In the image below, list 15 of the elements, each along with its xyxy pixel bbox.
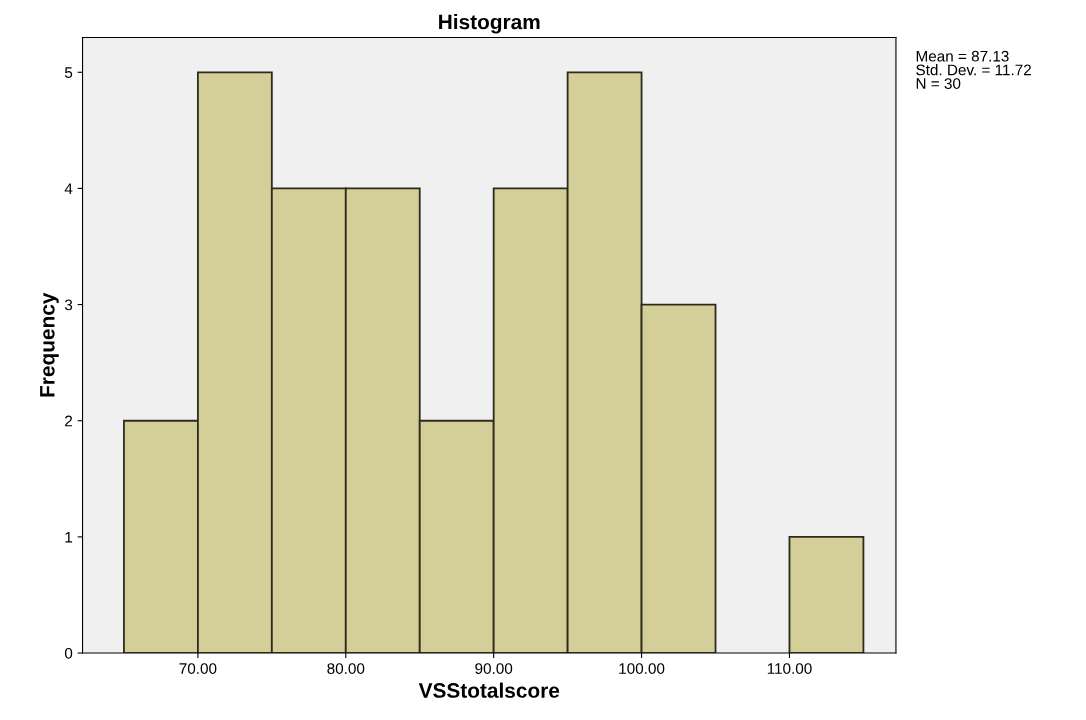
y-tick-label: 4 (64, 183, 73, 194)
x-tick-label: 110.00 (767, 663, 812, 674)
x-tick-label: 100.00 (619, 663, 665, 674)
y-tick-label: 5 (64, 67, 73, 78)
x-tick-label: 90.00 (475, 663, 513, 674)
y-tick-label: 0 (64, 647, 73, 659)
x-axis-title: VSStotalscore (418, 682, 560, 698)
chart-title: Histogram (439, 14, 540, 34)
y-tick-label: 1 (65, 531, 73, 543)
y-axis-title: Frequency (40, 292, 59, 397)
y-tick-label: 3 (64, 299, 73, 311)
x-tick-label: 70.00 (179, 663, 217, 674)
text: Mean = 87.13 Std. Dev. = 11.72 N = 30 (916, 50, 1031, 89)
x-tick-label: 80.00 (327, 663, 365, 674)
y-tick-label: 2 (65, 415, 73, 427)
